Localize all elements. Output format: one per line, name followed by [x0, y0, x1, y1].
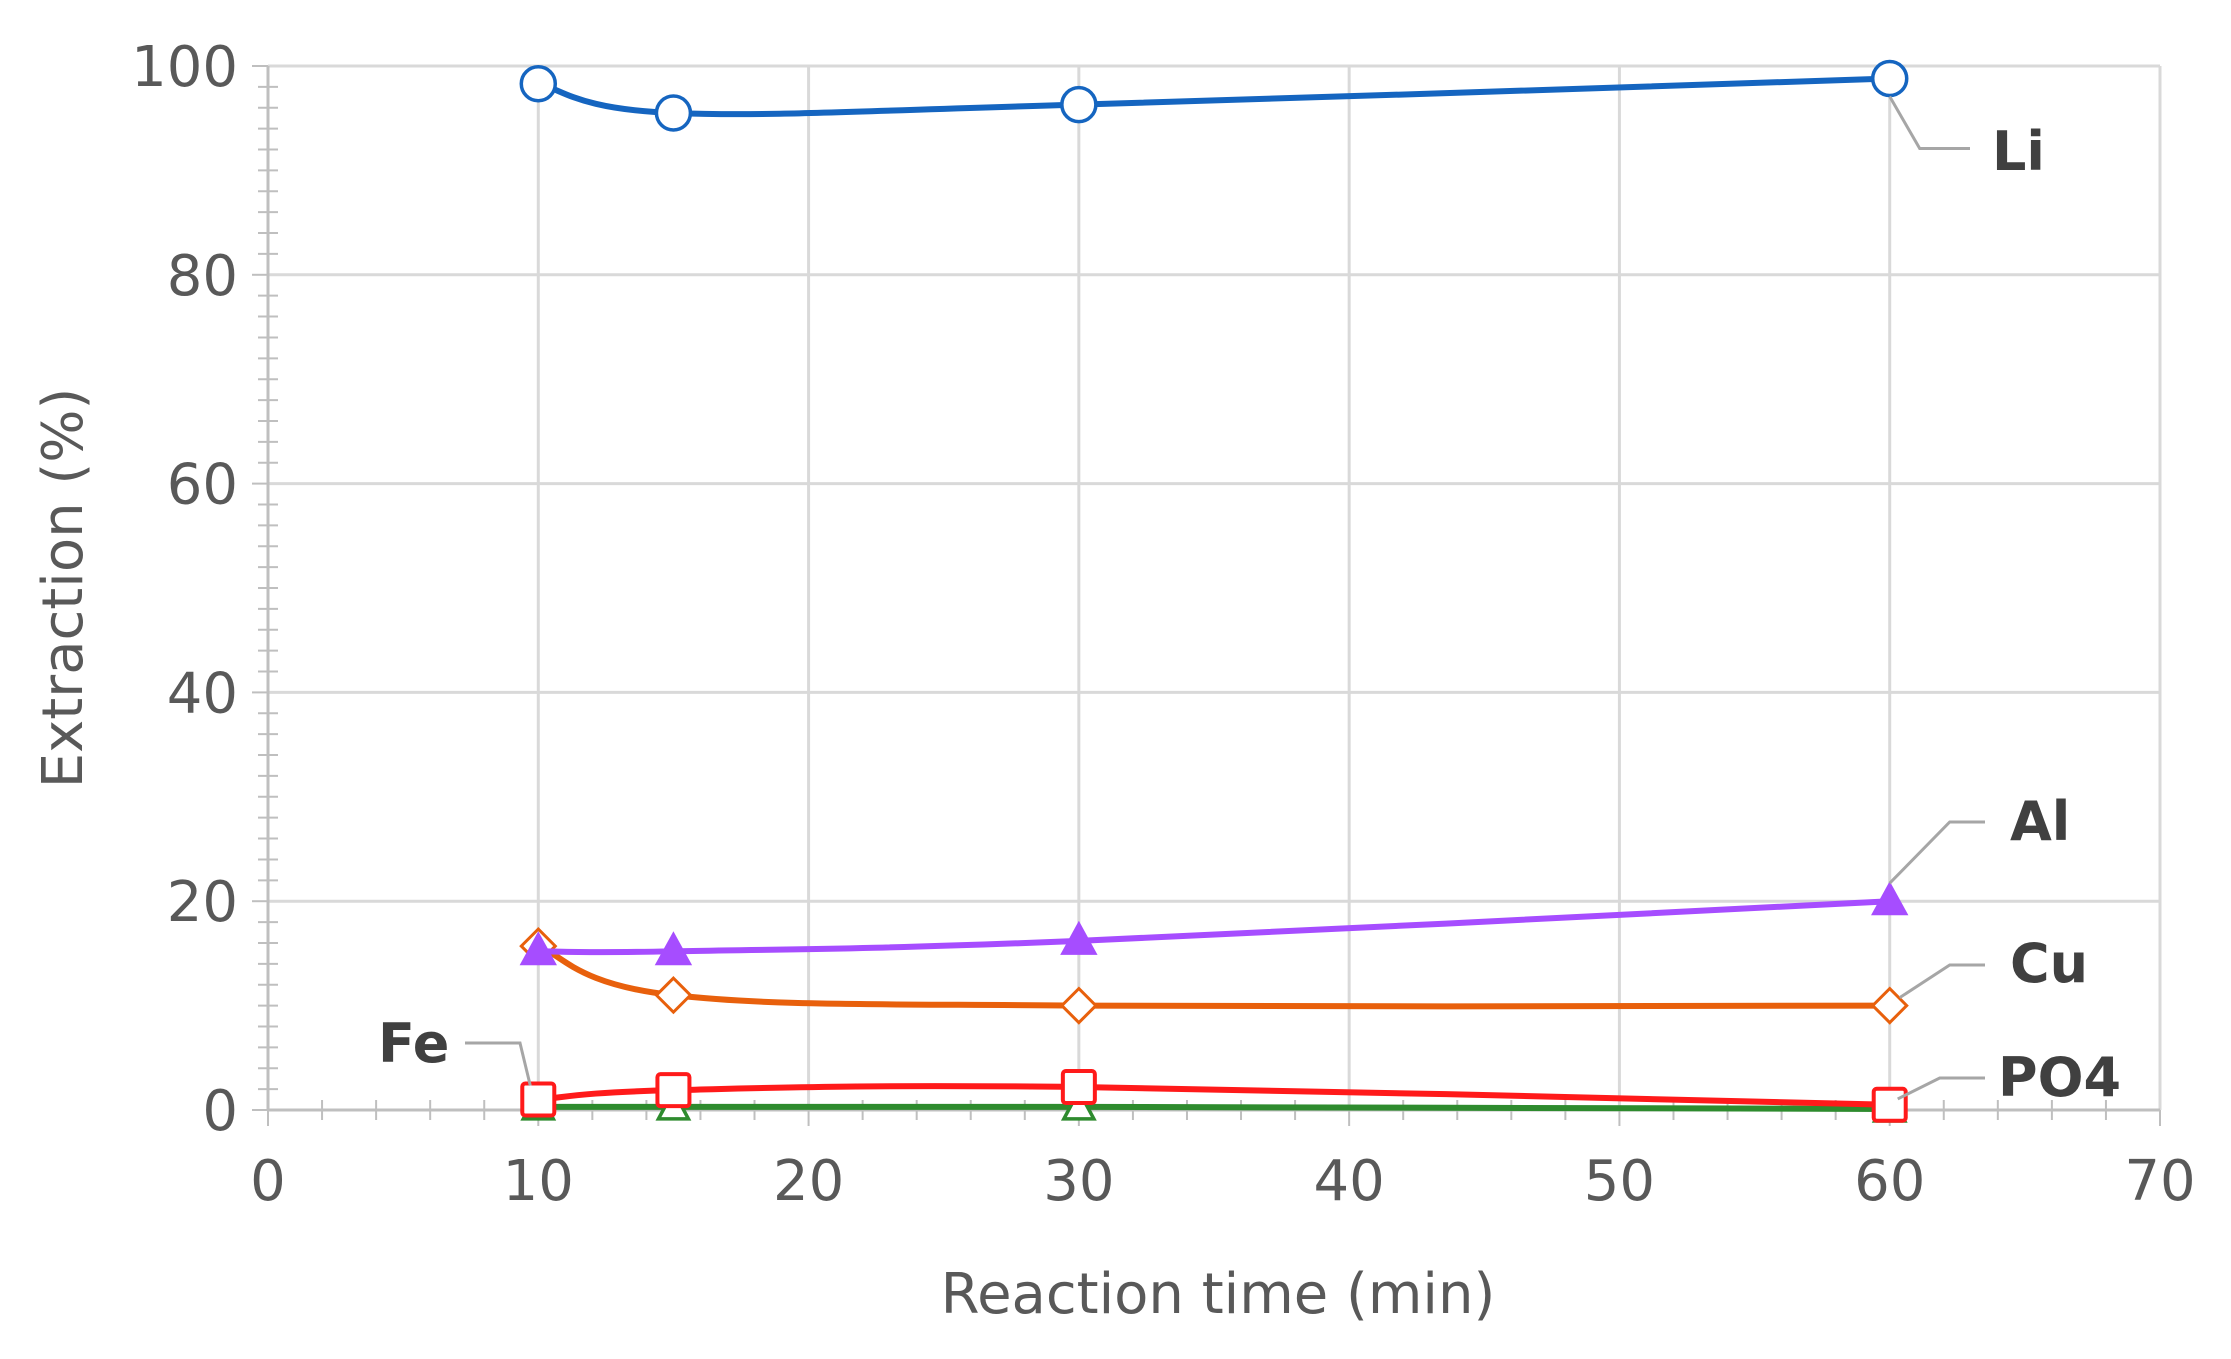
- x-tick-label: 60: [1854, 1149, 1925, 1214]
- series-labels: Li Al Cu Fe PO4: [378, 95, 2121, 1109]
- series-al-point: [519, 931, 557, 966]
- series-label-li: Li: [1992, 120, 2045, 183]
- leader-line-po4: [1897, 1076, 1985, 1101]
- series-cu-line: [537, 943, 1890, 1010]
- series-label-po4: PO4: [1998, 1046, 2121, 1109]
- x-tick-labels: 0 10 20 30 40 50 60 70: [250, 1149, 2195, 1214]
- series-al-point: [1871, 881, 1909, 916]
- series-fe-point: [1871, 1086, 1908, 1123]
- series-fe-point: [655, 1072, 692, 1109]
- y-tick-label: 40: [167, 661, 238, 726]
- series-po4: [520, 1087, 1908, 1123]
- x-tick-label: 30: [1043, 1149, 1114, 1214]
- grid-lines: [268, 64, 2162, 1110]
- series-cu-point: [1870, 986, 1909, 1025]
- series-li-point: [1060, 85, 1098, 124]
- series-al: [519, 881, 1909, 966]
- series-li-line: [537, 75, 1890, 118]
- series-po4-line: [538, 1103, 1890, 1112]
- leader-line-cu: [1898, 963, 1985, 999]
- y-tick-labels: 0 20 40 60 80 100: [131, 35, 238, 1144]
- series-label-cu: Cu: [2010, 932, 2088, 995]
- leader-line-fe: [465, 1041, 532, 1086]
- series-al-point: [1060, 920, 1098, 955]
- series-label-al: Al: [2010, 790, 2070, 853]
- series-fe: [520, 1069, 1908, 1123]
- series-group: [519, 59, 1909, 1123]
- series-li-point: [654, 94, 693, 132]
- y-tick-label: 20: [167, 870, 238, 935]
- x-tick-label: 40: [1314, 1149, 1385, 1214]
- x-tick-label: 20: [773, 1149, 844, 1214]
- x-axis-title: Reaction time (min): [941, 1262, 1496, 1327]
- y-tick-label: 60: [167, 453, 238, 518]
- x-tick-label: 50: [1584, 1149, 1655, 1214]
- series-fe-point: [1060, 1069, 1097, 1106]
- series-al-point: [654, 931, 693, 966]
- y-tick-label: 80: [167, 244, 238, 309]
- series-li-point: [1870, 59, 1909, 98]
- series-label-fe: Fe: [378, 1012, 449, 1075]
- y-tick-label: 100: [131, 35, 238, 100]
- leader-line-al: [1888, 820, 1985, 885]
- y-tick-label: 0: [202, 1079, 238, 1144]
- x-tick-label: 70: [2124, 1149, 2195, 1214]
- series-fe-point: [520, 1081, 557, 1118]
- series-li: [519, 59, 1909, 132]
- y-axis-title: Extraction (%): [31, 388, 96, 789]
- x-tick-label: 0: [250, 1149, 286, 1214]
- series-al-line: [538, 898, 1890, 956]
- x-tick-label: 10: [503, 1149, 574, 1214]
- leader-line-li: [1888, 95, 1970, 151]
- series-cu-point: [654, 976, 693, 1015]
- series-cu-point: [1059, 986, 1098, 1025]
- series-cu: [519, 926, 1909, 1025]
- series-fe-line: [538, 1083, 1890, 1108]
- series-li-point: [519, 64, 558, 103]
